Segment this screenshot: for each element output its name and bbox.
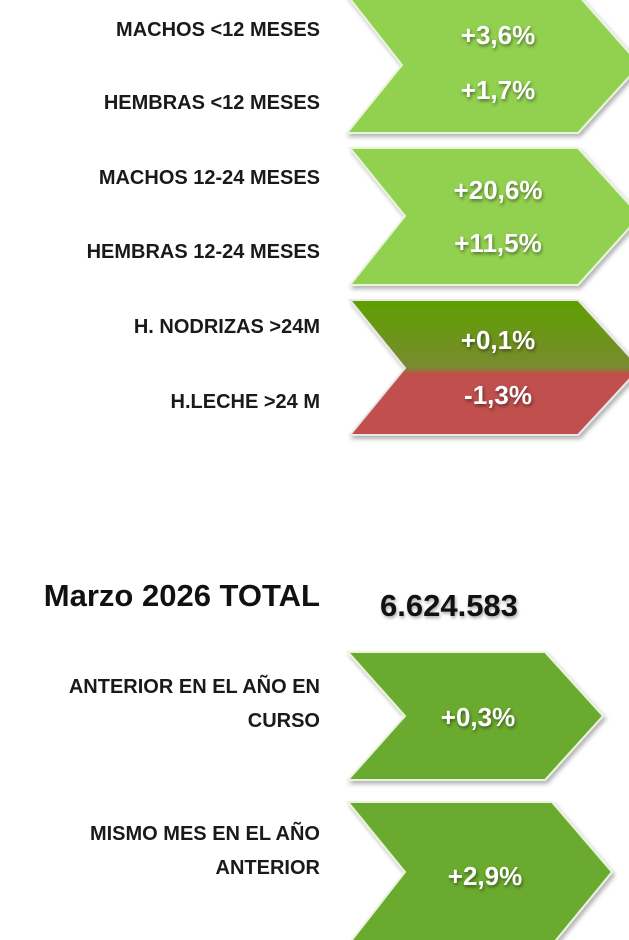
row-value: +3,6% xyxy=(460,20,536,50)
comparison-label: ANTERIOR EN EL AÑO EN xyxy=(68,676,320,698)
row-value: +11,5% xyxy=(454,228,542,258)
comparison-value: +0,3% xyxy=(440,702,516,732)
chevron xyxy=(345,801,614,940)
comparison-label: CURSO xyxy=(247,710,320,732)
total-label: Marzo 2026 TOTAL xyxy=(43,578,320,613)
chevron xyxy=(345,651,605,781)
row-label: H.LECHE >24 M xyxy=(170,391,320,413)
row-label: H. NODRIZAS >24M xyxy=(133,316,320,338)
row-value: +0,1% xyxy=(460,325,536,355)
comparison-value: +2,9% xyxy=(447,861,523,891)
chevron xyxy=(344,0,629,134)
comparison-label: ANTERIOR xyxy=(215,857,320,879)
row-label: MACHOS <12 MESES xyxy=(116,19,320,41)
row-value: +1,7% xyxy=(460,75,536,105)
row-value: -1,3% xyxy=(464,380,532,410)
row-label: HEMBRAS <12 MESES xyxy=(103,92,320,114)
chevron xyxy=(347,299,629,436)
total-value: 6.624.583 xyxy=(380,588,518,623)
row-label: MACHOS 12-24 MESES xyxy=(98,167,320,189)
row-label: HEMBRAS 12-24 MESES xyxy=(86,241,320,263)
comparison-label: MISMO MES EN EL AÑO xyxy=(89,823,320,845)
row-value: +20,6% xyxy=(453,175,543,205)
chevron xyxy=(347,147,629,286)
